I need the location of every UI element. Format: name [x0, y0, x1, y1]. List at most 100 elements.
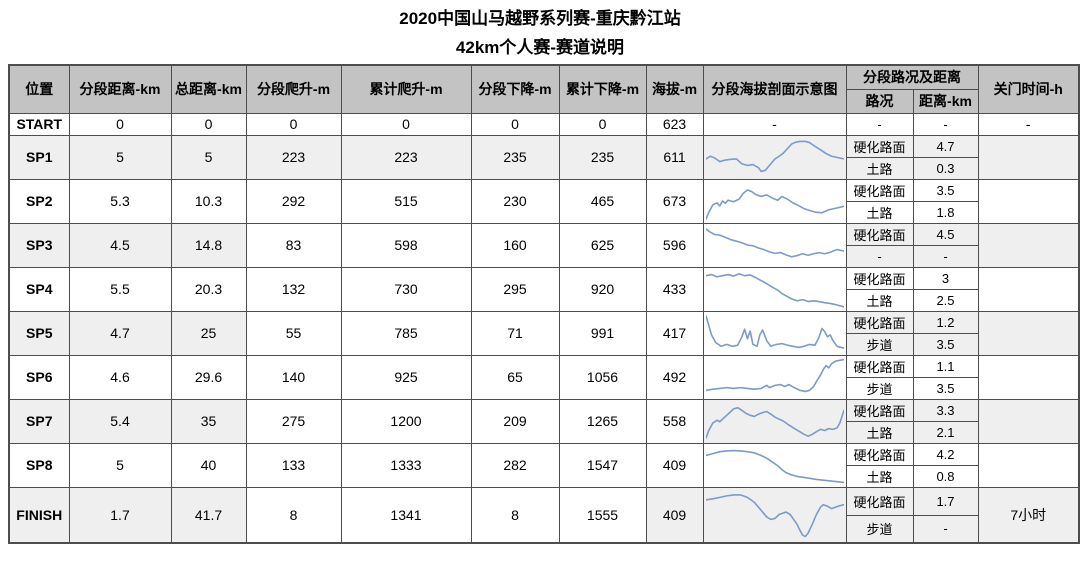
cell-surface-distance: -: [912, 514, 979, 544]
cell-cutoff-time: [977, 310, 1080, 356]
table-subrow: 步道 3.5: [9, 332, 1079, 356]
cell-total-distance: 0: [170, 112, 247, 136]
col-header-elevation-profile: 分段海拔剖面示意图: [702, 64, 847, 114]
cell-segment-distance: 5: [68, 442, 172, 488]
cell-surface-type: -: [845, 244, 914, 268]
elevation-sparkline: [706, 182, 844, 220]
table-row: SP4 5.5 20.3 132 730 295 920 433 硬化路面 3: [8, 266, 1080, 312]
cell-surface-distance: 1.7: [912, 486, 979, 516]
cell-cutoff-time: [977, 266, 1080, 312]
cell-altitude: 611: [645, 134, 704, 180]
cell-surface-distance: 1.1: [912, 354, 979, 378]
table-row: SP6 4.6 29.6 140 925 65 1056 492 硬化路面 1.1: [8, 354, 1080, 400]
cell-segment-descent: 160: [470, 222, 560, 268]
cell-surface-type: 硬化路面: [845, 178, 914, 202]
cell-total-distance: 29.6: [170, 354, 247, 400]
table-subrow: --: [9, 244, 1079, 268]
cell-cumulative-descent: 1056: [558, 354, 647, 400]
cell-surface-distance: 0.3: [912, 156, 979, 180]
cell-segment-climb: 83: [245, 222, 342, 268]
cell-segment-descent: 295: [470, 266, 560, 312]
cell-surface-type: 步道: [845, 376, 914, 400]
elevation-sparkline: [706, 358, 844, 396]
cell-surface-type: 步道: [845, 514, 914, 544]
cell-cumulative-descent: 1265: [558, 398, 647, 444]
elevation-sparkline: [706, 446, 844, 484]
col-header-cutoff-time: 关门时间-h: [977, 64, 1080, 114]
cell-total-distance: 14.8: [170, 222, 247, 268]
cell-segment-descent: 235: [470, 134, 560, 180]
elevation-profile-cell: [702, 486, 847, 544]
cell-segment-distance: 5: [68, 134, 172, 180]
col-header-segment-descent: 分段下降-m: [470, 64, 560, 114]
cell-surface-distance: 4.5: [912, 222, 979, 246]
elevation-sparkline: [706, 138, 844, 176]
elevation-profile-cell: [702, 178, 847, 224]
cell-surface-type: 土路: [845, 156, 914, 180]
cell-surface-type: 硬化路面: [845, 266, 914, 290]
table-row: SP5 4.7 25 55 785 71 991 417 硬化路面 1.2: [8, 310, 1080, 356]
cell-surface-distance: 2.5: [912, 288, 979, 312]
elevation-sparkline: [706, 490, 844, 539]
cell-cutoff-time: [977, 134, 1080, 180]
cell-cutoff-time: [977, 398, 1080, 444]
elevation-sparkline: [706, 402, 844, 440]
course-table: 位置 分段距离-km 总距离-km 分段爬升-m 累计爬升-m 分段下降-m 累…: [8, 64, 1080, 544]
cell-total-distance: 25: [170, 310, 247, 356]
cell-altitude: 558: [645, 398, 704, 444]
elevation-profile-cell: [702, 134, 847, 180]
table-row: SP8 5 40 133 1333 282 1547 409 硬化路面 4.2: [8, 442, 1080, 488]
cell-cumulative-descent: 0: [558, 112, 647, 136]
cell-position: FINISH: [8, 486, 70, 544]
cell-segment-distance: 1.7: [68, 486, 172, 544]
header-row-1: 位置 分段距离-km 总距离-km 分段爬升-m 累计爬升-m 分段下降-m 累…: [8, 64, 1080, 114]
cell-surface-type: 步道: [845, 332, 914, 356]
cell-segment-distance: 5.5: [68, 266, 172, 312]
table-subrow: 土路 0.8: [9, 464, 1079, 488]
cell-segment-climb: 223: [245, 134, 342, 180]
cell-surface-distance: 1.8: [912, 200, 979, 224]
elevation-sparkline: [706, 226, 844, 264]
cell-cutoff-time: [977, 354, 1080, 400]
cell-surface-distance: 0.8: [912, 464, 979, 488]
elevation-sparkline: [706, 270, 844, 308]
col-header-total-distance: 总距离-km: [170, 64, 247, 114]
cell-total-distance: 5: [170, 134, 247, 180]
cell-cumulative-descent: 235: [558, 134, 647, 180]
cell-segment-descent: 71: [470, 310, 560, 356]
cell-segment-distance: 5.3: [68, 178, 172, 224]
cell-segment-climb: 8: [245, 486, 342, 544]
page-subtitle: 42km个人赛-赛道说明: [455, 38, 625, 57]
cell-segment-descent: 0: [470, 112, 560, 136]
cell-segment-climb: 132: [245, 266, 342, 312]
cell-segment-climb: 133: [245, 442, 342, 488]
cell-segment-descent: 65: [470, 354, 560, 400]
cell-cumulative-climb: 598: [340, 222, 472, 268]
col-header-cumulative-descent: 累计下降-m: [558, 64, 647, 114]
cell-surface-distance: 3: [912, 266, 979, 290]
table-subrow: 土路 1.8: [9, 200, 1079, 224]
cell-total-distance: 41.7: [170, 486, 247, 544]
cell-segment-climb: 55: [245, 310, 342, 356]
cell-surface-distance: 3.5: [912, 376, 979, 400]
cell-segment-distance: 0: [68, 112, 172, 136]
cell-cumulative-climb: 730: [340, 266, 472, 312]
cell-position: SP6: [8, 354, 70, 400]
col-header-segment-climb: 分段爬升-m: [245, 64, 342, 114]
cell-cutoff-time: [977, 178, 1080, 224]
table-subrow: 土路 2.1: [9, 420, 1079, 444]
cell-surface-type: 硬化路面: [845, 310, 914, 334]
cell-surface-distance: 3.3: [912, 398, 979, 422]
cell-altitude: 409: [645, 486, 704, 544]
cell-cumulative-climb: 1341: [340, 486, 472, 544]
elevation-profile-cell: -: [702, 112, 847, 136]
cell-surface-type: 土路: [845, 200, 914, 224]
table-row: SP3 4.5 14.8 83 598 160 625 596 硬化路面 4.5: [8, 222, 1080, 268]
cell-surface-type: 硬化路面: [845, 134, 914, 158]
cell-cumulative-climb: 515: [340, 178, 472, 224]
cell-surface-type: 土路: [845, 464, 914, 488]
cell-surface-distance: 2.1: [912, 420, 979, 444]
col-header-surface-type: 路况: [845, 88, 914, 114]
cell-surface-distance: -: [912, 112, 979, 136]
elevation-profile-cell: [702, 222, 847, 268]
